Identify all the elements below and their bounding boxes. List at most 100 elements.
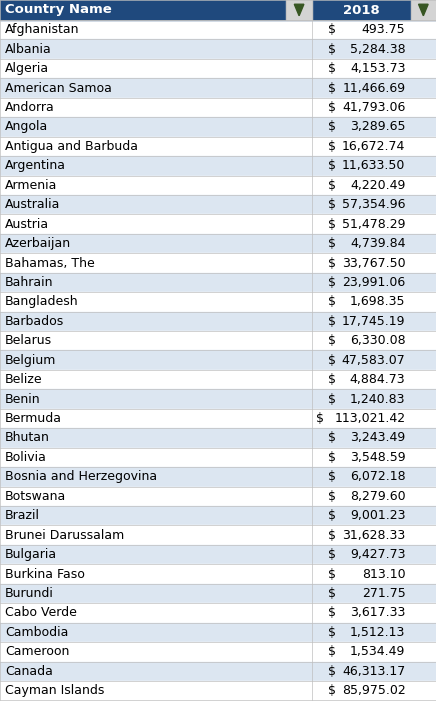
Text: $: $: [328, 548, 336, 561]
Text: 3,617.33: 3,617.33: [350, 606, 405, 619]
Text: Brunei Darussalam: Brunei Darussalam: [5, 528, 125, 541]
Bar: [0, 137, 436, 156]
Text: Bermuda: Bermuda: [5, 412, 62, 425]
Text: $: $: [328, 490, 336, 503]
Text: 11,633.50: 11,633.50: [342, 159, 405, 172]
Text: 1,698.35: 1,698.35: [350, 296, 405, 309]
Text: $: $: [328, 198, 336, 211]
Polygon shape: [419, 4, 428, 16]
Text: 1,512.13: 1,512.13: [350, 626, 405, 639]
Text: $: $: [328, 237, 336, 250]
Bar: [0, 40, 436, 59]
Text: Bulgaria: Bulgaria: [5, 548, 58, 561]
Bar: [0, 370, 436, 389]
Text: Brazil: Brazil: [5, 509, 40, 522]
Bar: [0, 0, 436, 20]
Bar: [0, 98, 436, 118]
Text: 11,466.69: 11,466.69: [342, 81, 405, 94]
Bar: [0, 20, 436, 40]
Bar: [0, 175, 436, 195]
Text: $: $: [328, 587, 336, 600]
Text: 6,330.08: 6,330.08: [350, 335, 405, 348]
Text: $: $: [328, 509, 336, 522]
Text: $: $: [328, 451, 336, 464]
Text: Angola: Angola: [5, 120, 48, 133]
Bar: [0, 156, 436, 175]
Text: Andorra: Andorra: [5, 101, 55, 114]
Text: $: $: [328, 218, 336, 231]
Bar: [0, 584, 436, 603]
Text: 51,478.29: 51,478.29: [342, 218, 405, 231]
Text: $: $: [328, 373, 336, 386]
Text: $: $: [328, 276, 336, 289]
Text: Barbados: Barbados: [5, 315, 65, 328]
Text: $: $: [328, 606, 336, 619]
Text: 9,427.73: 9,427.73: [350, 548, 405, 561]
Bar: [0, 487, 436, 506]
Bar: [0, 565, 436, 584]
Text: 3,289.65: 3,289.65: [350, 120, 405, 133]
Text: 4,739.84: 4,739.84: [350, 237, 405, 250]
Bar: [0, 642, 436, 662]
Bar: [0, 234, 436, 253]
Text: Country Name: Country Name: [5, 4, 112, 17]
Text: Australia: Australia: [5, 198, 61, 211]
Bar: [0, 506, 436, 526]
Text: Burkina Faso: Burkina Faso: [5, 567, 85, 580]
Text: 4,220.49: 4,220.49: [350, 179, 405, 192]
Bar: [411, 0, 436, 20]
Text: Cayman Islands: Cayman Islands: [5, 684, 105, 697]
Text: 23,991.06: 23,991.06: [342, 276, 405, 289]
Text: $: $: [328, 665, 336, 678]
Text: $: $: [328, 431, 336, 444]
Text: Argentina: Argentina: [5, 159, 66, 172]
Text: 33,767.50: 33,767.50: [342, 257, 405, 270]
Text: Belize: Belize: [5, 373, 43, 386]
Text: $: $: [328, 140, 336, 153]
Text: $: $: [328, 567, 336, 580]
Bar: [0, 623, 436, 642]
Text: 1,534.49: 1,534.49: [350, 645, 405, 658]
Bar: [0, 292, 436, 311]
Polygon shape: [294, 4, 304, 16]
Text: Belarus: Belarus: [5, 335, 52, 348]
Text: Belgium: Belgium: [5, 354, 57, 367]
Bar: [0, 118, 436, 137]
Bar: [0, 311, 436, 331]
Bar: [0, 59, 436, 79]
Text: $: $: [328, 159, 336, 172]
Bar: [0, 214, 436, 234]
Text: Bahrain: Bahrain: [5, 276, 54, 289]
Text: $: $: [328, 81, 336, 94]
Bar: [0, 273, 436, 292]
Text: Albania: Albania: [5, 43, 52, 56]
Bar: [0, 195, 436, 214]
Text: $: $: [328, 528, 336, 541]
Bar: [0, 253, 436, 273]
Text: $: $: [328, 43, 336, 56]
Text: $: $: [328, 120, 336, 133]
Bar: [0, 79, 436, 98]
Bar: [0, 603, 436, 623]
Text: $: $: [328, 470, 336, 483]
Bar: [0, 526, 436, 545]
Text: Bolivia: Bolivia: [5, 451, 47, 464]
Text: 16,672.74: 16,672.74: [342, 140, 405, 153]
Text: 4,884.73: 4,884.73: [350, 373, 405, 386]
Text: $: $: [328, 101, 336, 114]
Text: $: $: [328, 354, 336, 367]
Bar: [286, 0, 312, 20]
Text: Cabo Verde: Cabo Verde: [5, 606, 77, 619]
Text: $: $: [328, 62, 336, 75]
Text: 4,153.73: 4,153.73: [350, 62, 405, 75]
Text: 493.75: 493.75: [362, 23, 405, 36]
Text: $: $: [328, 684, 336, 697]
Text: 813.10: 813.10: [362, 567, 405, 580]
Text: Bosnia and Herzegovina: Bosnia and Herzegovina: [5, 470, 157, 483]
Text: Azerbaijan: Azerbaijan: [5, 237, 72, 250]
Text: Afghanistan: Afghanistan: [5, 23, 80, 36]
Text: 271.75: 271.75: [362, 587, 405, 600]
Text: $: $: [328, 335, 336, 348]
Text: $: $: [328, 645, 336, 658]
Text: 5,284.38: 5,284.38: [350, 43, 405, 56]
